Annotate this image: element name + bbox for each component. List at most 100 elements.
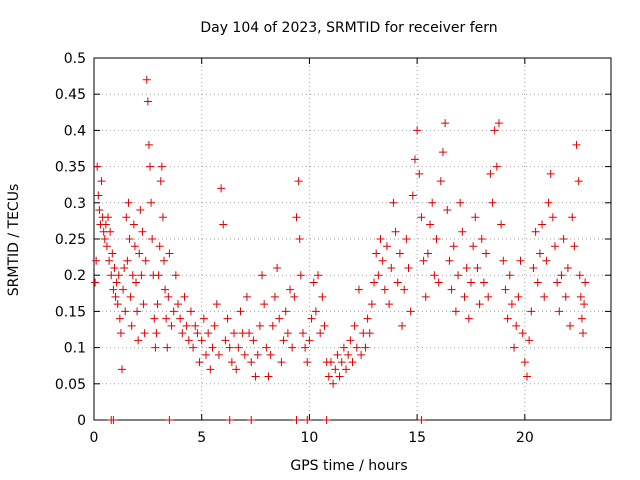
data-point [512,321,521,330]
y-axis-ticks: 0 0.05 0.1 0.15 0.2 0.25 0.3 0.35 0.4 0.45 0.5 [55,51,611,429]
data-point [374,271,383,280]
y-tick-label: 0.5 [64,51,86,67]
data-point [557,271,566,280]
data-point [136,206,145,215]
data-point [212,300,221,309]
y-tick-label: 0.3 [64,196,86,212]
data-point [189,343,198,352]
data-point [580,300,589,309]
data-point [180,292,189,301]
data-point [119,285,128,294]
data-point [477,235,486,243]
y-tick-label: 0 [77,413,86,429]
data-point [531,227,540,236]
data-point [298,329,307,338]
data-point [279,336,288,345]
data-point [380,285,389,294]
data-point [104,213,113,222]
data-point [157,162,166,171]
data-point [385,300,394,309]
data-point [95,206,104,215]
data-point [270,292,279,301]
data-point [140,329,149,338]
data-point [245,329,254,338]
data-point [277,358,286,367]
data-point [210,321,219,330]
data-point [525,336,534,345]
data-point [456,198,465,207]
data-point [372,249,381,258]
data-point [441,119,450,128]
data-point [184,336,193,345]
data-point [100,235,109,243]
data-point [413,126,422,135]
data-point [178,329,187,338]
x-axis-label: GPS time / hours [290,458,407,474]
data-point [443,206,452,215]
data-point [253,350,262,359]
data-point [182,321,191,330]
data-point [118,365,127,374]
data-point [227,358,236,367]
data-point [572,140,581,149]
data-point [102,242,111,251]
data-point [387,263,396,272]
data-point [144,140,153,149]
data-point [432,235,441,243]
data-point [404,263,413,272]
data-point [195,358,204,367]
data-point [391,227,400,236]
data-point [206,365,215,374]
data-point [266,350,275,359]
data-point [329,379,338,388]
y-tick-label: 0.35 [55,160,86,176]
zero-data-point [292,416,301,424]
data-point [436,177,445,186]
data-point [97,177,106,186]
data-point [152,329,161,338]
data-point [125,235,134,243]
data-point [115,314,124,323]
data-point [398,321,407,330]
data-point [393,278,402,287]
zero-data-point [109,416,118,424]
data-point [286,285,295,294]
data-point [161,285,170,294]
y-tick-label: 0.1 [64,341,86,357]
data-point [339,343,348,352]
zero-data-point [322,416,331,424]
data-point [546,169,555,178]
data-point [542,256,551,265]
data-point [174,300,183,309]
data-point [307,314,316,323]
data-point [484,292,493,301]
data-point [421,292,430,301]
data-point [464,314,473,323]
data-point [121,307,130,316]
data-point [331,365,340,374]
data-point [260,300,269,309]
data-point [333,350,342,359]
data-point [309,278,318,287]
data-point [378,256,387,265]
data-point [110,263,119,272]
data-point [191,321,200,330]
data-point [376,235,385,243]
data-point [400,285,409,294]
data-point [408,191,417,200]
data-point [318,292,327,301]
data-point [234,343,243,352]
data-point [471,213,480,222]
data-point [155,242,164,251]
data-point [553,278,562,287]
data-point [426,220,435,229]
data-point [273,263,282,272]
data-point [221,336,230,345]
data-point [350,321,359,330]
data-point [139,300,148,309]
data-point [395,249,404,258]
grid-lines [94,58,611,420]
data-point [292,213,301,222]
data-point [324,372,333,381]
data-point [576,292,585,301]
